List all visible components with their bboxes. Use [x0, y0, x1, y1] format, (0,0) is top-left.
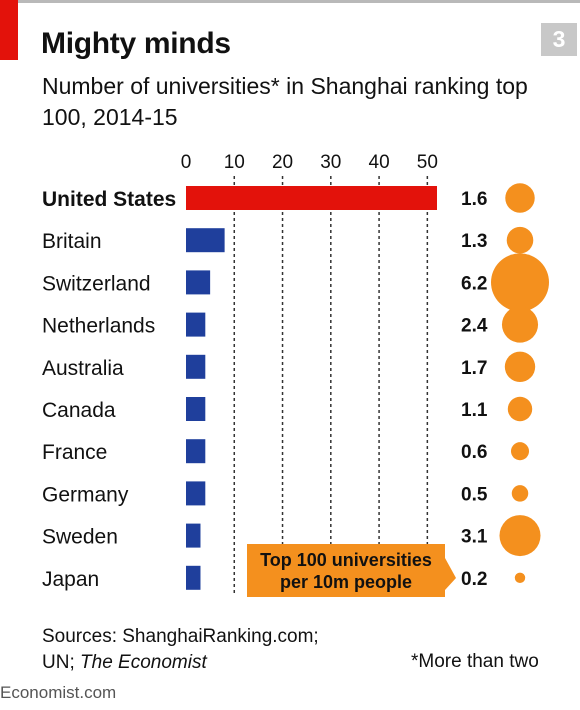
callout-box — [247, 544, 445, 597]
per-capita-value: 0.6 — [461, 442, 487, 463]
x-tick-label: 10 — [224, 152, 245, 173]
x-tick-label: 40 — [369, 152, 390, 173]
sources-line-1: Sources: ShanghaiRanking.com; — [42, 626, 319, 647]
per-capita-value: 1.7 — [461, 358, 487, 379]
category-label: Sweden — [42, 526, 118, 549]
per-capita-bubble — [507, 396, 533, 422]
top-rule — [0, 0, 580, 3]
x-tick-label: 20 — [272, 152, 293, 173]
category-label: United States — [42, 188, 176, 211]
category-label: Germany — [42, 483, 129, 506]
per-capita-value: 2.4 — [461, 316, 488, 337]
category-label: Switzerland — [42, 272, 151, 295]
per-capita-bubble — [491, 253, 549, 312]
bar — [186, 228, 225, 253]
per-capita-bubble — [511, 485, 529, 502]
category-label: Australia — [42, 357, 124, 380]
category-label: Britain — [42, 230, 102, 253]
bar — [186, 312, 206, 337]
per-capita-value: 0.5 — [461, 484, 488, 505]
sources: Sources: ShanghaiRanking.com; UN; The Ec… — [42, 624, 319, 676]
x-tick-label: 0 — [181, 152, 192, 173]
per-capita-bubble — [510, 442, 530, 461]
bar — [186, 523, 201, 548]
category-label: France — [42, 441, 107, 464]
brand-logo-text: Economist.com — [0, 683, 117, 702]
per-capita-value: 1.3 — [461, 231, 487, 252]
per-capita-bubble — [499, 515, 541, 557]
per-capita-bubble — [504, 351, 536, 382]
per-capita-bubble — [505, 183, 535, 213]
x-tick-label: 50 — [417, 152, 438, 173]
per-capita-value: 0.2 — [461, 569, 487, 590]
sources-un: UN; — [42, 652, 75, 673]
bar — [186, 186, 437, 210]
per-capita-bubble — [514, 572, 526, 584]
category-label: Netherlands — [42, 315, 155, 338]
bar — [186, 354, 206, 379]
bar — [186, 565, 201, 590]
bar — [186, 397, 206, 421]
category-label: Canada — [42, 399, 116, 422]
callout-line-1: Top 100 universities — [260, 550, 432, 570]
bar — [186, 439, 206, 464]
chart-subtitle: Number of universities* in Shanghai rank… — [42, 73, 528, 130]
callout-line-2: per 10m people — [280, 572, 412, 592]
bar-chart: 0 10 20 30 40 50 United States 1.6 Britain 1.3 Swi… — [42, 152, 549, 597]
per-capita-bubble — [501, 306, 539, 343]
red-tab — [0, 0, 18, 60]
bar — [186, 481, 206, 506]
bar — [186, 270, 211, 295]
per-capita-bubble — [506, 226, 534, 254]
per-capita-value: 1.1 — [461, 400, 488, 421]
chart-title: Mighty minds — [41, 27, 231, 60]
category-label: Japan — [42, 568, 99, 591]
per-capita-value: 3.1 — [461, 527, 488, 548]
chart-number-badge: 3 — [541, 23, 577, 56]
sources-economist: The Economist — [80, 652, 207, 673]
x-tick-label: 30 — [320, 152, 341, 173]
footnote: *More than two — [411, 651, 539, 672]
sources-line-2: UN; The Economist — [42, 650, 319, 676]
per-capita-value: 6.2 — [461, 273, 487, 294]
per-capita-value: 1.6 — [461, 189, 487, 210]
callout-pointer — [445, 558, 456, 590]
